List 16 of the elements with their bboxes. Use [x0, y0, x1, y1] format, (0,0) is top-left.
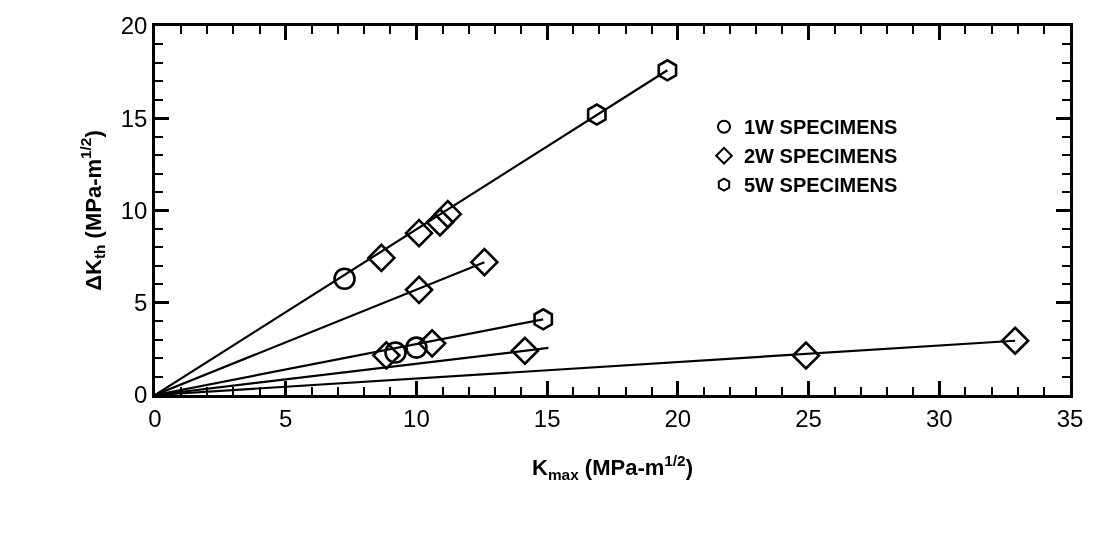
- x-tick-label: 5: [279, 404, 293, 432]
- legend-label: 1W SPECIMENS: [744, 116, 898, 139]
- x-tick-label: 35: [1056, 404, 1084, 432]
- y-tick-label: 15: [120, 104, 148, 132]
- legend-label: 5W SPECIMENS: [744, 174, 898, 197]
- y-tick-label: 5: [134, 289, 148, 317]
- y-tick-label: 0: [134, 381, 148, 409]
- x-tick-label: 15: [533, 404, 561, 432]
- x-tick-label: 25: [795, 404, 822, 432]
- x-axis-title: K$_{max}$ (MPa-m$^{1/2}$): [532, 452, 693, 484]
- y-tick-label: 10: [120, 196, 148, 224]
- x-tick-label: 30: [925, 404, 953, 432]
- y-tick-label: 20: [120, 12, 148, 40]
- legend-label: 2W SPECIMENS: [744, 145, 898, 168]
- x-tick-label: 20: [664, 404, 692, 432]
- x-tick-label: 10: [403, 404, 430, 432]
